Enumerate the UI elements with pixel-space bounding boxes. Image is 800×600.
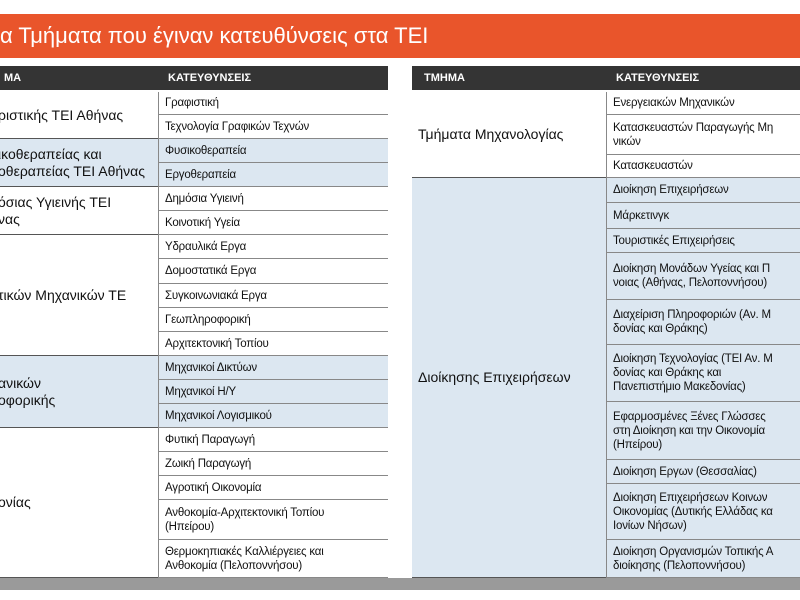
direction: Γεωπληροφορική xyxy=(158,308,388,332)
direction: Μάρκετινγκ xyxy=(606,203,800,229)
direction: Διοίκηση Οργανισμών Τοπικής Α διοίκησης … xyxy=(606,540,800,578)
direction: Θερμοκηπιακές Καλλιέργειες και Ανθοκομία… xyxy=(158,540,388,578)
direction: Φυτική Παραγωγή xyxy=(158,428,388,452)
direction: Κατασκευαστών xyxy=(606,155,800,178)
direction: Τουριστικές Επιχειρήσεις xyxy=(606,229,800,253)
direction: Εφαρμοσμένες Ξένες Γλώσσες στη Διοίκηση … xyxy=(606,402,800,460)
department: ονίας xyxy=(0,428,158,578)
direction: Φυσικοθεραπεία xyxy=(158,139,388,163)
direction: Μηχανικοί Δικτύων xyxy=(158,356,388,380)
title: α Τμήματα που έγιναν κατευθύνσεις στα ΤΕ… xyxy=(0,14,800,58)
department: ριστικής ΤΕΙ Αθήνας xyxy=(0,92,158,139)
department: Τμήματα Μηχανολογίας xyxy=(412,92,606,178)
department: ικοθεραπείας και οθεραπείας ΤΕΙ Αθήνας xyxy=(0,139,158,187)
header-department: ΤΜΗΜΑ xyxy=(412,66,606,90)
direction: Κατασκευαστών Παραγωγής Μη νικών xyxy=(606,115,800,155)
direction: Διοίκηση Επιχειρήσεων Κοινων Οικονομίας … xyxy=(606,484,800,540)
department: τικών Μηχανικών ΤΕ xyxy=(0,235,158,356)
header-directions: ΚΑΤΕΥΘΥΝΣΕΙΣ xyxy=(158,66,388,90)
footer-bar xyxy=(0,578,800,590)
direction: Αρχιτεκτονική Τοπίου xyxy=(158,332,388,356)
department: Διοίκησης Επιχειρήσεων xyxy=(412,178,606,578)
direction: Μηχανικοί Λογισμικού xyxy=(158,404,388,428)
header-department: ΜΑ xyxy=(0,66,158,90)
direction: Γραφιστική xyxy=(158,92,388,115)
direction: Διοίκηση Τεχνολογίας (ΤΕΙ Αν. Μ δονίας κ… xyxy=(606,345,800,402)
direction: Ενεργειακών Μηχανικών xyxy=(606,92,800,115)
direction: Δημόσια Υγιεινή xyxy=(158,187,388,211)
direction: Ζωική Παραγωγή xyxy=(158,452,388,476)
direction: Διοίκηση Μονάδων Υγείας και Π νοιας (Αθή… xyxy=(606,253,800,300)
direction: Συγκοινωνιακά Εργα xyxy=(158,284,388,308)
department: ανικών οφορικής xyxy=(0,356,158,428)
department: όσιας Υγιεινής ΤΕΙ νας xyxy=(0,187,158,235)
direction: Υδραυλικά Εργα xyxy=(158,235,388,259)
direction: Εργοθεραπεία xyxy=(158,163,388,187)
direction: Μηχανικοί Η/Υ xyxy=(158,380,388,404)
header-directions: ΚΑΤΕΥΘΥΝΣΕΙΣ xyxy=(606,66,800,90)
direction: Αγροτική Οικονομία xyxy=(158,476,388,500)
direction: Διοίκηση Εργων (Θεσσαλίας) xyxy=(606,460,800,484)
direction: Κοινοτική Υγεία xyxy=(158,211,388,235)
direction: Δομοστατικά Εργα xyxy=(158,259,388,284)
direction: Διαχείριση Πληροφοριών (Αν. Μ δονίας και… xyxy=(606,300,800,345)
direction: Ανθοκομία-Αρχιτεκτονική Τοπίου (Ηπείρου) xyxy=(158,500,388,540)
direction: Διοίκηση Επιχειρήσεων xyxy=(606,178,800,203)
direction: Τεχνολογία Γραφικών Τεχνών xyxy=(158,115,388,139)
